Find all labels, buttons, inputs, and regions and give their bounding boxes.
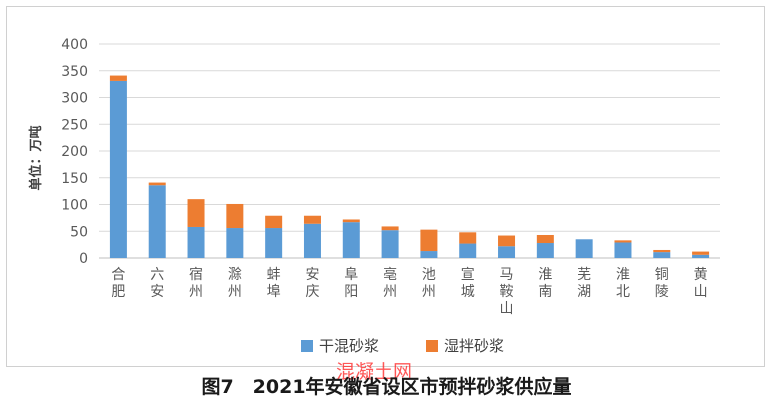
bar-segment-dry-mix [459,243,477,258]
bar-segment-wet-mix [265,215,283,229]
bars [109,75,710,258]
bar-segment-wet-mix [303,215,321,224]
y-tick-label: 200 [61,144,88,160]
bar-segment-dry-mix [342,222,360,258]
y-tick-label: 50 [70,224,88,240]
legend-swatch-wet-mix [426,340,438,352]
bar-segment-dry-mix [498,246,516,258]
x-tick-label: 安庆 [305,267,319,300]
x-tick-label: 宣城 [461,267,475,300]
bar-segment-wet-mix [381,226,399,231]
bar-segment-wet-mix [420,229,438,252]
x-tick-label: 铜陵 [655,267,669,300]
x-tick-label: 芜湖 [577,266,591,300]
bar-segment-wet-mix [342,219,360,223]
bar-segment-wet-mix [653,249,671,253]
bar-segment-wet-mix [187,199,205,227]
legend-swatch-dry-mix [301,340,313,352]
bar-segment-wet-mix [459,232,477,244]
bar-segment-dry-mix [536,243,554,258]
bar-segment-wet-mix [536,234,554,244]
bar-segment-dry-mix [653,252,671,258]
x-tick-label: 阜阳 [344,266,358,300]
legend-label: 湿拌砂浆 [444,337,504,355]
bar-segment-dry-mix [575,239,593,258]
x-tick-label: 滁州 [228,267,242,300]
bar-segment-wet-mix [148,182,166,186]
bar-segment-dry-mix [226,228,244,258]
y-tick-label: 300 [61,91,88,107]
bar-segment-dry-mix [614,242,632,258]
bar-segment-dry-mix [381,230,399,258]
bar-segment-wet-mix [614,240,632,243]
bar-segment-dry-mix [303,223,321,258]
x-tick-label: 宿州 [189,266,203,300]
x-tick-label: 淮北 [616,267,630,300]
x-tick-label: 淮南 [538,267,552,300]
bar-segment-dry-mix [692,254,710,258]
bar-segment-wet-mix [498,235,516,247]
y-tick-label: 400 [61,37,88,53]
x-tick-label: 马鞍山 [500,267,514,317]
figure-caption: 图7 2021年安徽省设区市预拌砂浆供应量 [201,376,572,398]
y-axis-label: 单位：万吨 [28,125,44,190]
x-tick-label: 池州 [422,267,436,300]
legend: 干混砂浆 湿拌砂浆 [301,337,504,355]
watermark: 混凝土网 [336,361,413,383]
bar-segment-wet-mix [226,203,244,229]
bar-segment-dry-mix [265,228,283,258]
x-tick-label: 蚌埠 [267,267,281,300]
bar-segment-wet-mix [692,251,710,255]
y-tick-label: 150 [61,171,88,187]
bar-segment-dry-mix [187,226,205,258]
bar-segment-wet-mix [109,75,127,81]
bar-segment-dry-mix [420,251,438,258]
x-tick-label: 黄山 [694,266,708,300]
legend-label: 干混砂浆 [319,337,379,355]
bar-segment-dry-mix [109,80,127,258]
y-tick-label: 0 [79,251,88,267]
y-tick-label: 350 [61,64,88,80]
chart-frame [6,6,765,367]
x-tick-label: 合肥 [111,267,125,300]
bar-segment-dry-mix [148,185,166,258]
x-tick-label: 六安 [150,267,164,300]
y-tick-label: 250 [61,117,88,133]
x-tick-label: 亳州 [383,266,397,300]
y-tick-label: 100 [61,198,88,214]
axes: 0 50 100 150 200 250 300 350 400 合肥六安宿州滁州蚌埠安庆阜阳亳州… [61,37,707,317]
